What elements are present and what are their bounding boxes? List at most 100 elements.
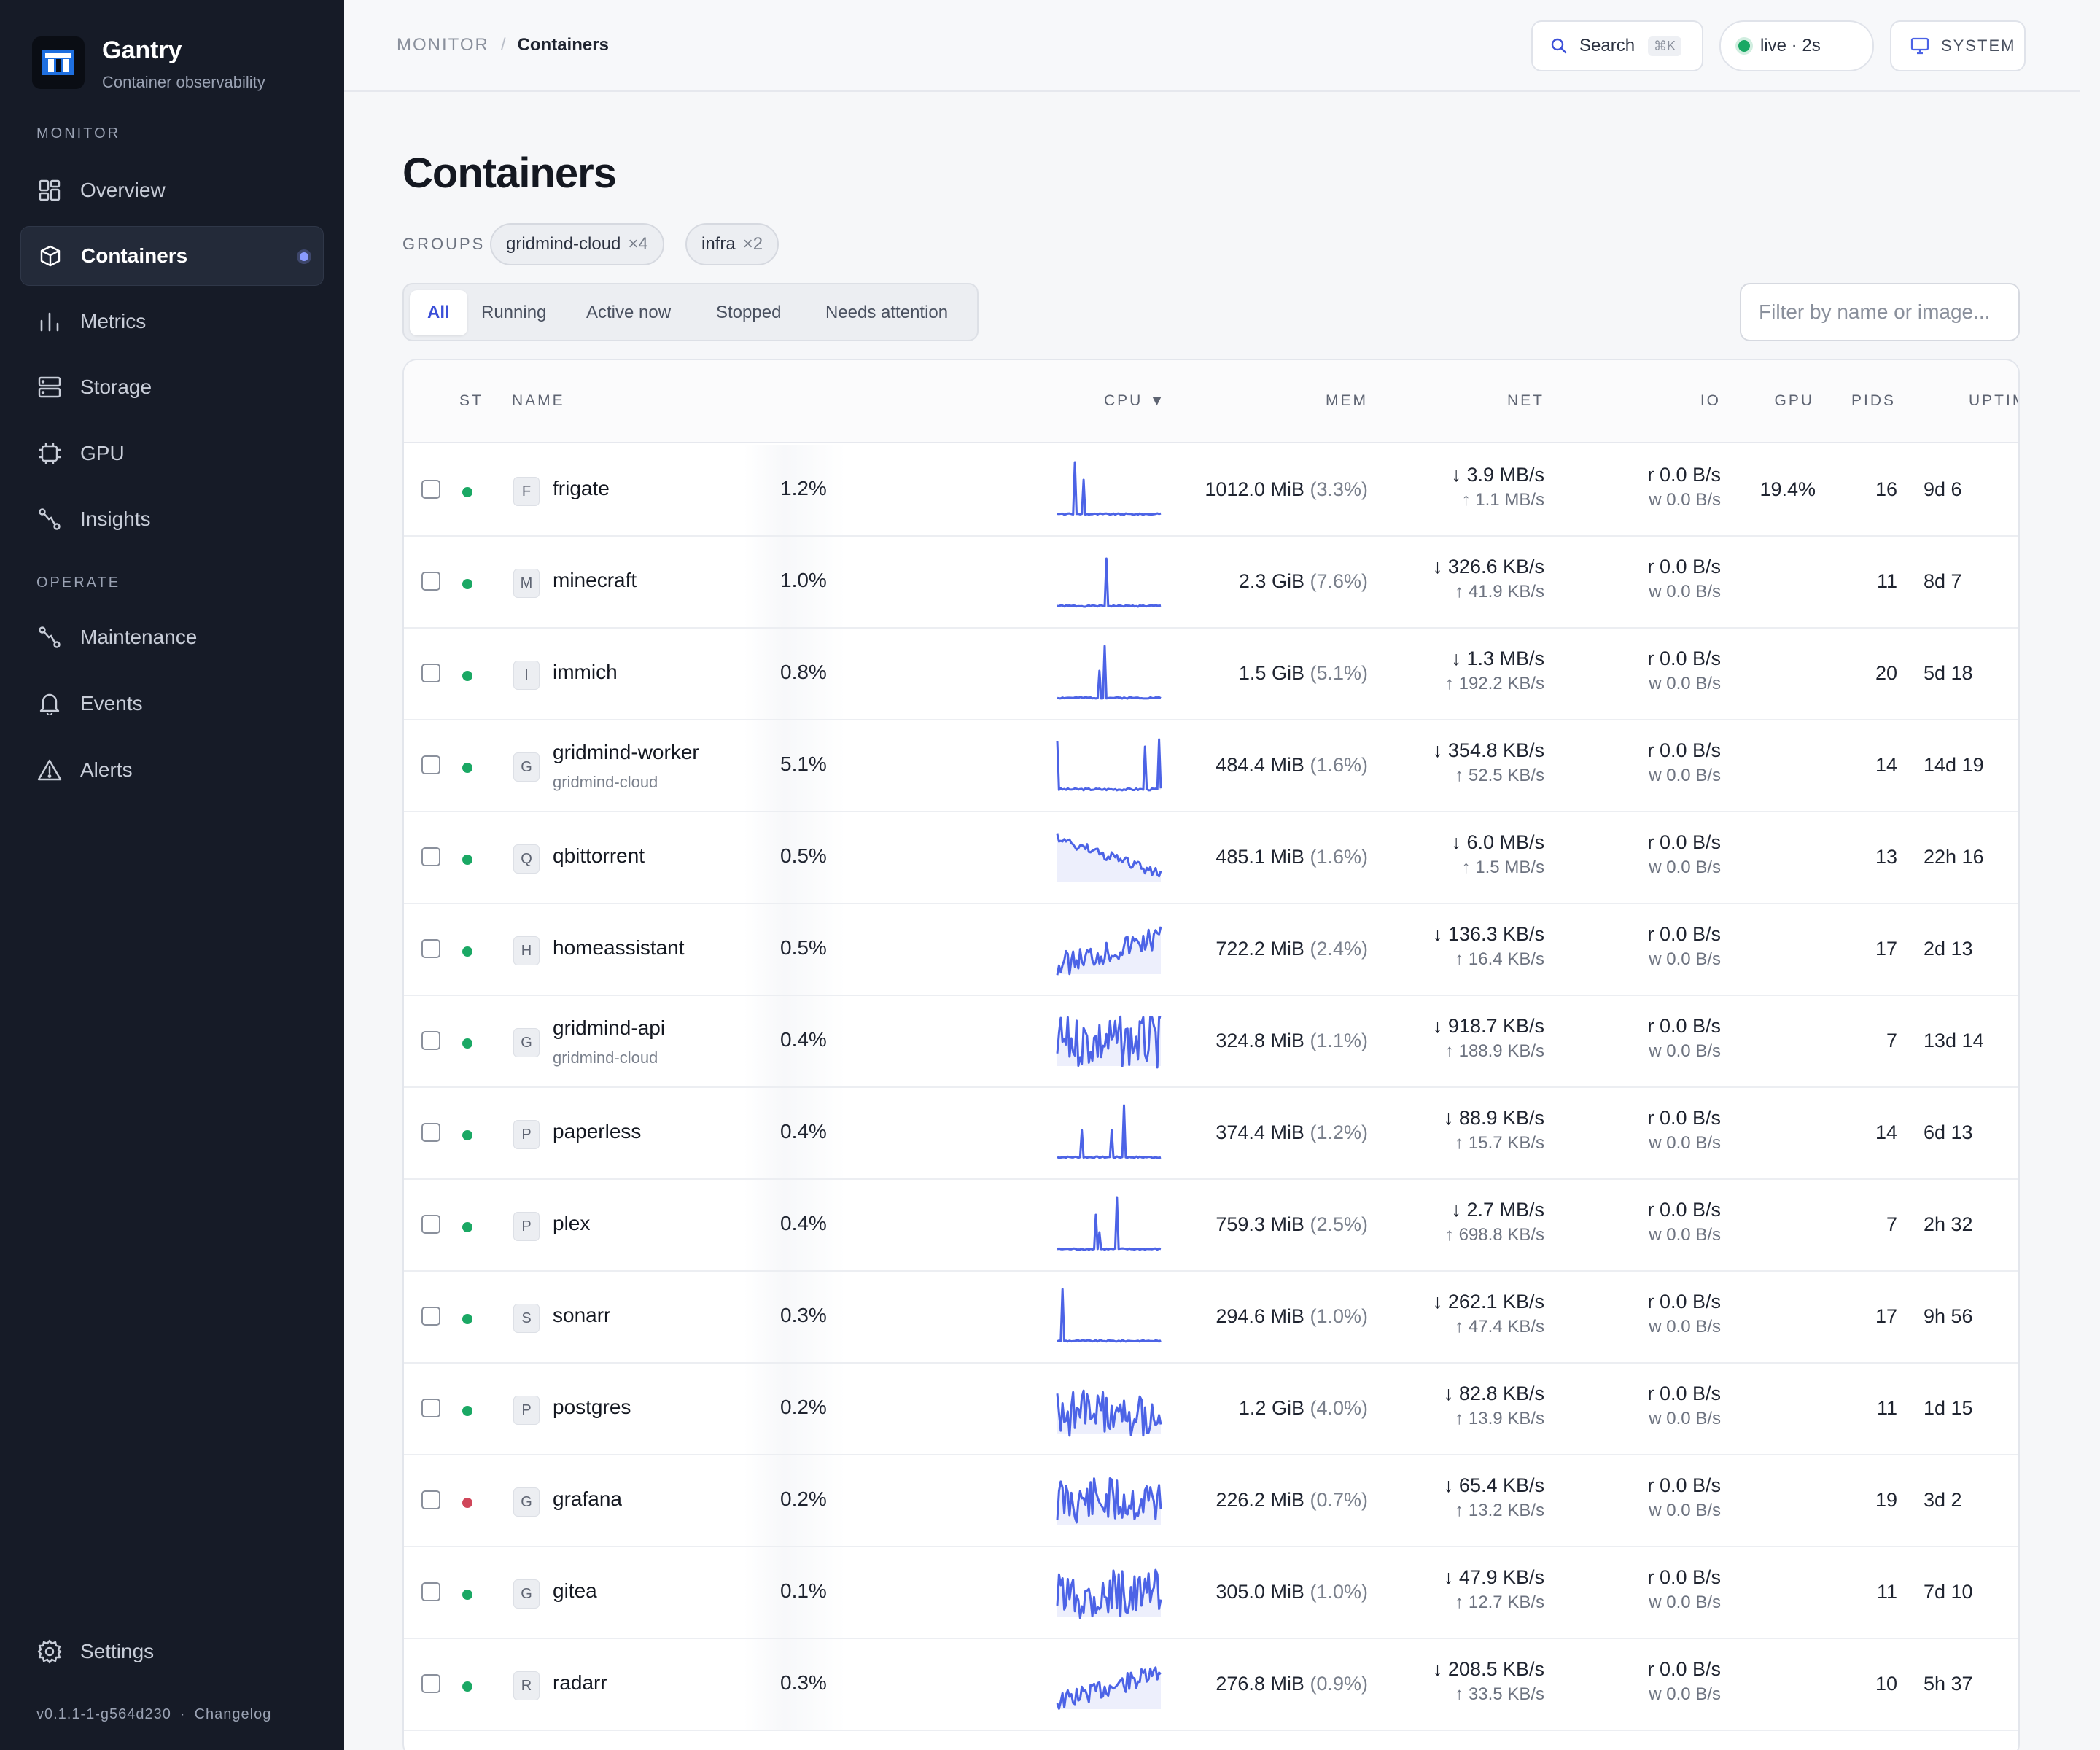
search-button[interactable]: Search ⌘K [1531, 20, 1703, 71]
sidebar-item-settings[interactable]: Settings [20, 1622, 324, 1681]
chip-icon [36, 440, 63, 467]
row-select-checkbox[interactable] [421, 1674, 440, 1693]
container-name[interactable]: grafana [553, 1488, 622, 1510]
sparkline-line [1056, 926, 1162, 976]
col-header-pids[interactable]: PIDS [1851, 392, 1896, 409]
row-select-checkbox[interactable] [421, 1031, 440, 1050]
col-header-name[interactable]: NAME [512, 392, 565, 409]
row-select-checkbox[interactable] [421, 755, 440, 774]
container-name[interactable]: gitea [553, 1579, 597, 1602]
status-dot [462, 671, 472, 681]
container-name[interactable]: gridmind-api [553, 1016, 666, 1039]
brand[interactable]: Gantry Container observability [32, 36, 265, 91]
cpu-sparkline [1056, 1389, 1162, 1437]
row-select-checkbox[interactable] [421, 1215, 440, 1234]
col-header-net[interactable]: NET [1507, 392, 1544, 409]
tab-all[interactable]: All [410, 290, 467, 335]
sidebar-item-events[interactable]: Events [20, 674, 324, 734]
gear-icon [36, 1638, 63, 1665]
sparkline-line [1056, 1477, 1162, 1524]
mem-value: 484.4 MiB (1.6%) [1216, 754, 1368, 776]
col-header-status[interactable]: ST [459, 392, 483, 409]
col-header-cpu[interactable]: CPU ▼ [1104, 392, 1167, 409]
row-select-checkbox[interactable] [421, 664, 440, 682]
gpu-value: 19.4% [1759, 478, 1816, 500]
group-chip-gridmind-cloud[interactable]: gridmind-cloud ×4 [490, 223, 664, 265]
col-header-mem[interactable]: MEM [1326, 392, 1368, 409]
sidebar-item-label: Containers [81, 244, 188, 267]
sidebar-item-metrics[interactable]: Metrics [20, 292, 324, 351]
col-header-io[interactable]: IO [1700, 392, 1721, 409]
container-name[interactable]: immich [553, 661, 618, 683]
net-down: ↓ 6.0 MB/s [1451, 831, 1544, 853]
sidebar-item-containers[interactable]: Containers [20, 226, 324, 286]
container-name[interactable]: gridmind-worker [553, 741, 699, 763]
container-name[interactable]: sonarr [553, 1304, 611, 1326]
container-group[interactable]: gridmind-cloud [553, 1049, 658, 1067]
sidebar-item-overview[interactable]: Overview [20, 160, 324, 220]
group-chip-infra[interactable]: infra ×2 [685, 223, 779, 265]
status-dot [462, 579, 472, 589]
io-read: r 0.0 B/s [1647, 1566, 1721, 1588]
containers-table: ST NAME CPU ▼ MEM NET IO GPU PIDS UPTIM … [402, 359, 2020, 1750]
tab-running[interactable]: Running [481, 303, 547, 322]
live-refresh-toggle[interactable]: live · 2s [1719, 20, 1874, 71]
container-group[interactable]: gridmind-cloud [553, 773, 658, 791]
changelog-link[interactable]: Changelog [194, 1706, 272, 1722]
sparkline-area [1057, 1289, 1161, 1342]
col-header-uptime[interactable]: UPTIM [1969, 392, 2018, 409]
container-name[interactable]: paperless [553, 1120, 642, 1143]
tab-needs-attention[interactable]: Needs attention [825, 303, 949, 322]
filter-input[interactable] [1740, 283, 2020, 341]
row-select-checkbox[interactable] [421, 939, 440, 958]
container-name[interactable]: qbittorrent [553, 844, 645, 867]
mem-value: 485.1 MiB (1.6%) [1216, 846, 1368, 868]
sparkline-line [1056, 1389, 1162, 1437]
pids-value: 14 [1875, 1121, 1897, 1143]
sidebar-item-maintenance[interactable]: Maintenance [20, 607, 324, 667]
sidebar-item-insights[interactable]: Insights [20, 489, 324, 549]
sidebar-item-storage[interactable]: Storage [20, 357, 324, 417]
container-name[interactable]: minecraft [553, 569, 637, 591]
net-up: ↑ 698.8 KB/s [1444, 1225, 1544, 1245]
row-select-checkbox[interactable] [421, 847, 440, 866]
sparkline-line [1056, 1666, 1162, 1710]
row-select-checkbox[interactable] [421, 1307, 440, 1326]
row-select-checkbox[interactable] [421, 572, 440, 591]
col-header-gpu[interactable]: GPU [1774, 392, 1814, 409]
row-select-checkbox[interactable] [421, 480, 440, 499]
container-name[interactable]: frigate [553, 477, 610, 499]
row-select-checkbox[interactable] [421, 1490, 440, 1509]
row-select-checkbox[interactable] [421, 1123, 440, 1142]
row-select-checkbox[interactable] [421, 1582, 440, 1601]
cpu-sparkline [1056, 738, 1162, 792]
cpu-value: 0.3% [780, 1304, 827, 1326]
breadcrumb-root[interactable]: MONITOR [397, 35, 489, 55]
sidebar-item-alerts[interactable]: Alerts [20, 740, 324, 800]
theme-system-button[interactable]: SYSTEM [1890, 20, 2026, 71]
container-name[interactable]: postgres [553, 1396, 631, 1418]
tab-active-now[interactable]: Active now [586, 303, 672, 322]
container-name[interactable]: homeassistant [553, 936, 685, 959]
tab-stopped[interactable]: Stopped [716, 303, 782, 322]
container-name[interactable]: radarr [553, 1671, 607, 1694]
row-select-checkbox[interactable] [421, 1399, 440, 1418]
uptime-value: 9h 56 [1924, 1305, 1973, 1327]
sidebar-item-label: Events [80, 692, 143, 715]
sidebar-item-gpu[interactable]: GPU [20, 424, 324, 483]
container-name[interactable]: plex [553, 1212, 591, 1234]
